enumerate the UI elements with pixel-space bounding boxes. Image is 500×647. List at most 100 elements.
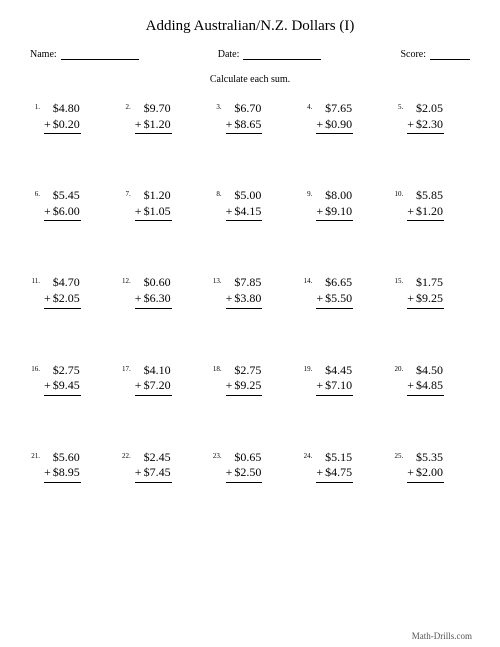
addend-bottom-value: $7.20 <box>144 378 171 392</box>
worksheet-title: Adding Australian/N.Z. Dollars (I) <box>28 18 472 35</box>
problem-number: 22. <box>121 450 131 460</box>
score-blank[interactable] <box>430 49 470 60</box>
addend-top: $1.75 <box>416 275 444 291</box>
problem: 17.$4.10+$7.20 <box>121 363 198 396</box>
problem: 13.$7.85+$3.80 <box>212 275 289 308</box>
addition-stack: $2.75+$9.25 <box>226 363 263 396</box>
problem-number: 20. <box>393 363 403 373</box>
addend-top: $5.85 <box>416 188 444 204</box>
addend-top: $8.00 <box>325 188 353 204</box>
addend-bottom: +$2.50 <box>226 465 263 483</box>
problem-grid: 1.$4.80+$0.202.$9.70+$1.203.$6.70+$8.654… <box>28 101 472 483</box>
addition-stack: $1.75+$9.25 <box>407 275 444 308</box>
addend-bottom: +$9.25 <box>407 291 444 309</box>
addend-top: $2.45 <box>144 450 172 466</box>
problem-number: 16. <box>30 363 40 373</box>
plus-sign: + <box>44 291 51 305</box>
addend-bottom: +$9.25 <box>226 378 263 396</box>
problem-number: 12. <box>121 275 131 285</box>
plus-sign: + <box>407 378 414 392</box>
problem: 4.$7.65+$0.90 <box>302 101 379 134</box>
plus-sign: + <box>226 117 233 131</box>
problem-number: 23. <box>212 450 222 460</box>
name-label: Name: <box>30 49 57 60</box>
header-row: Name: Date: Score: <box>28 49 472 60</box>
addend-bottom-value: $8.95 <box>53 465 80 479</box>
plus-sign: + <box>135 378 142 392</box>
problem-number: 3. <box>212 101 222 111</box>
problem-number: 25. <box>393 450 403 460</box>
addend-bottom-value: $4.85 <box>416 378 443 392</box>
date-blank[interactable] <box>243 49 321 60</box>
addend-bottom: +$6.30 <box>135 291 172 309</box>
problem: 18. $2.75+$9.25 <box>212 363 289 396</box>
plus-sign: + <box>44 465 51 479</box>
problem: 12.$0.60+$6.30 <box>121 275 198 308</box>
addition-stack: $5.00+$4.15 <box>226 188 263 221</box>
problem: 2.$9.70+$1.20 <box>121 101 198 134</box>
addition-stack: $5.15+$4.75 <box>316 450 353 483</box>
addend-top: $5.45 <box>53 188 81 204</box>
plus-sign: + <box>226 291 233 305</box>
problem-number: 6. <box>30 188 40 198</box>
date-field: Date: <box>218 49 322 60</box>
addition-stack: $6.65+$5.50 <box>316 275 353 308</box>
problem: 20.$4.50+$4.85 <box>393 363 470 396</box>
problem-number: 21. <box>30 450 40 460</box>
problem: 23. $0.65+$2.50 <box>212 450 289 483</box>
addend-top: $6.70 <box>234 101 262 117</box>
problem: 16.$2.75+$9.45 <box>30 363 107 396</box>
addend-bottom-value: $9.10 <box>325 204 352 218</box>
problem: 7.$1.20+$1.05 <box>121 188 198 221</box>
addend-bottom-value: $7.10 <box>325 378 352 392</box>
addend-bottom: +$9.45 <box>44 378 81 396</box>
problem: 15.$1.75+$9.25 <box>393 275 470 308</box>
plus-sign: + <box>135 204 142 218</box>
addend-top: $2.05 <box>416 101 444 117</box>
score-label: Score: <box>400 49 426 60</box>
problem: 5.$2.05+$2.30 <box>393 101 470 134</box>
addend-top: $9.70 <box>144 101 172 117</box>
addend-bottom-value: $0.20 <box>53 117 80 131</box>
addition-stack: $5.35+$2.00 <box>407 450 444 483</box>
addend-top: $2.75 <box>234 363 262 379</box>
addend-bottom: +$0.20 <box>44 117 81 135</box>
plus-sign: + <box>316 465 323 479</box>
plus-sign: + <box>226 204 233 218</box>
problem-number: 18. <box>212 363 222 373</box>
problem: 9. $8.00+$9.10 <box>302 188 379 221</box>
problem-number: 9. <box>302 188 312 198</box>
addend-bottom: +$8.95 <box>44 465 81 483</box>
date-label: Date: <box>218 49 240 60</box>
addend-bottom: +$9.10 <box>316 204 353 222</box>
addend-bottom-value: $9.25 <box>416 291 443 305</box>
addend-top: $5.00 <box>234 188 262 204</box>
problem: 11.$4.70+$2.05 <box>30 275 107 308</box>
problem: 6. $5.45+$6.00 <box>30 188 107 221</box>
problem-number: 10. <box>393 188 403 198</box>
name-field: Name: <box>30 49 139 60</box>
plus-sign: + <box>44 378 51 392</box>
problem: 22.$2.45+$7.45 <box>121 450 198 483</box>
addend-bottom: +$4.15 <box>226 204 263 222</box>
plus-sign: + <box>316 117 323 131</box>
problem-number: 14. <box>302 275 312 285</box>
plus-sign: + <box>226 465 233 479</box>
addend-bottom: +$6.00 <box>44 204 81 222</box>
name-blank[interactable] <box>61 49 139 60</box>
addend-top: $5.60 <box>53 450 81 466</box>
addition-stack: $4.80+$0.20 <box>44 101 81 134</box>
addend-bottom-value: $6.30 <box>144 291 171 305</box>
addition-stack: $4.10+$7.20 <box>135 363 172 396</box>
addend-top: $0.65 <box>234 450 262 466</box>
problem: 8.$5.00+$4.15 <box>212 188 289 221</box>
addend-bottom-value: $4.15 <box>234 204 261 218</box>
plus-sign: + <box>407 204 414 218</box>
addend-bottom-value: $6.00 <box>53 204 80 218</box>
plus-sign: + <box>316 204 323 218</box>
addend-bottom-value: $2.30 <box>416 117 443 131</box>
problem: 24.$5.15+$4.75 <box>302 450 379 483</box>
plus-sign: + <box>407 465 414 479</box>
addend-bottom: +$5.50 <box>316 291 353 309</box>
addition-stack: $9.70+$1.20 <box>135 101 172 134</box>
